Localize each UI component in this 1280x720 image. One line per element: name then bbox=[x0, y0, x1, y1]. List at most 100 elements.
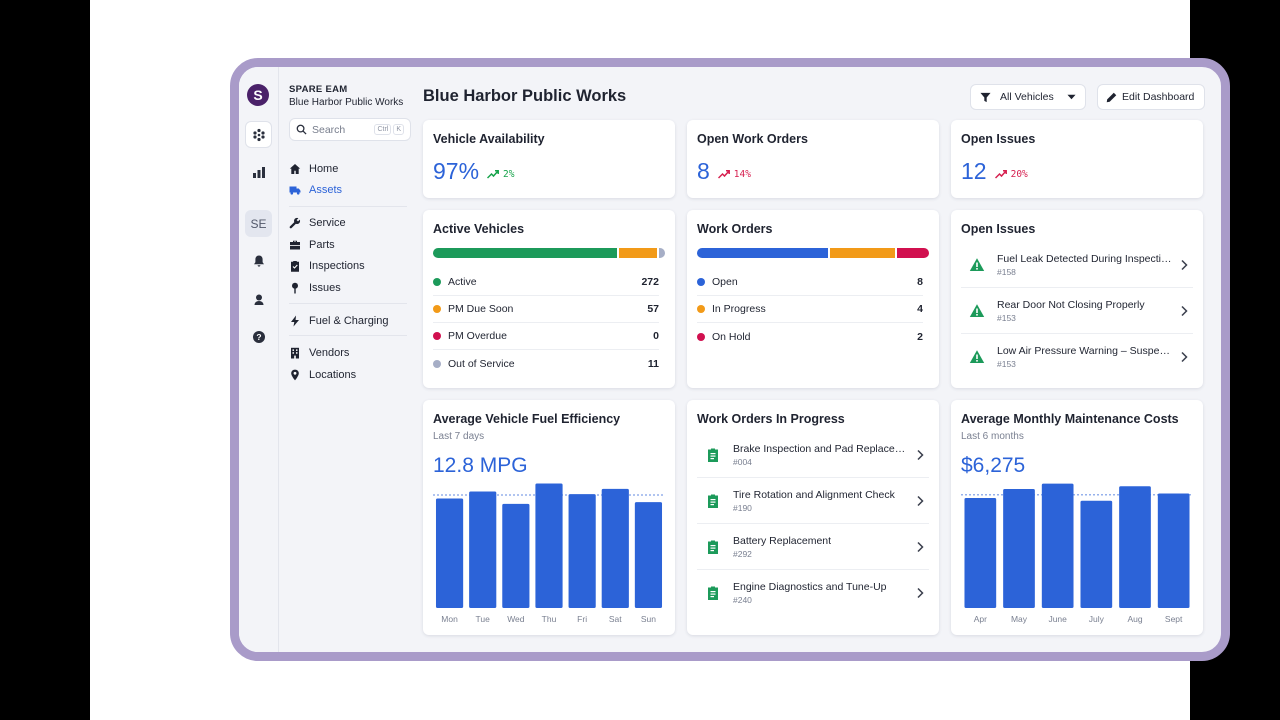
wo-in-progress-card: Work Orders In Progress Brake Inspection… bbox=[687, 400, 939, 635]
icon-rail: S SE ? bbox=[239, 67, 279, 652]
kpi-card-vehicle-availability[interactable]: Vehicle Availability 97% 2% bbox=[423, 120, 675, 198]
x-tick-label: Mon bbox=[441, 614, 458, 624]
sidebar-item-issues[interactable]: Issues bbox=[289, 279, 417, 297]
bar-apr[interactable] bbox=[964, 498, 997, 608]
clipboard-icon bbox=[708, 540, 718, 554]
issue-list-item[interactable]: Fuel Leak Detected During Inspection #15… bbox=[961, 242, 1193, 288]
sidebar-item-vendors[interactable]: Vendors bbox=[289, 344, 417, 362]
legend-row[interactable]: PM Due Soon 57 bbox=[433, 296, 659, 323]
stack-segment-active bbox=[433, 248, 617, 258]
chevron-right-icon bbox=[1181, 305, 1188, 316]
filter-label: All Vehicles bbox=[1000, 91, 1054, 103]
org-header: SPARE EAM Blue Harbor Public Works bbox=[289, 84, 403, 108]
sidebar-item-label: Vendors bbox=[309, 347, 350, 359]
warning-icon bbox=[969, 257, 985, 271]
legend-row[interactable]: Open 8 bbox=[697, 269, 923, 296]
bar-july[interactable] bbox=[1080, 500, 1113, 608]
app-logo[interactable]: S bbox=[247, 84, 269, 106]
headset-icon bbox=[254, 294, 263, 305]
fuel-efficiency-value: 12.8 MPG bbox=[433, 454, 528, 477]
bar-aug[interactable] bbox=[1119, 486, 1151, 608]
work-order-list-item[interactable]: Tire Rotation and Alignment Check #190 bbox=[697, 478, 929, 524]
vehicle-filter-dropdown[interactable]: All Vehicles bbox=[970, 84, 1086, 110]
card-title: Open Issues bbox=[961, 132, 1036, 146]
issue-list-item[interactable]: Rear Door Not Closing Properly #153 bbox=[961, 288, 1193, 334]
chevron-right-icon bbox=[1181, 259, 1188, 270]
issue-id: #153 bbox=[997, 312, 1016, 323]
issue-title: Low Air Pressure Warning – Suspension bbox=[997, 345, 1172, 357]
maintenance-costs-bar-chart: Apr May June July Aug Sept bbox=[961, 483, 1193, 624]
bar-thu[interactable] bbox=[535, 483, 563, 608]
work-order-list-item[interactable]: Battery Replacement #292 bbox=[697, 524, 929, 570]
sidebar-item-service[interactable]: Service bbox=[289, 214, 417, 232]
legend-label: On Hold bbox=[712, 330, 751, 343]
nav-divider bbox=[289, 335, 407, 336]
x-tick-label: Aug bbox=[1127, 614, 1142, 624]
open-issues-card: Open Issues Fuel Leak Detected During In… bbox=[951, 210, 1203, 388]
toolbox-icon bbox=[290, 240, 300, 250]
sidebar-item-assets[interactable]: Assets bbox=[289, 181, 417, 199]
bar-sun[interactable] bbox=[634, 502, 663, 608]
page-background: S SE ? SPARE EAM Blue Harbor Public Work… bbox=[90, 0, 1230, 720]
kpi-card-open-issues[interactable]: Open Issues 12 20% bbox=[951, 120, 1203, 198]
rail-user-initials[interactable]: SE bbox=[245, 210, 272, 237]
issue-list-item[interactable]: Low Air Pressure Warning – Suspension #1… bbox=[961, 334, 1193, 380]
sidebar-item-home[interactable]: Home bbox=[289, 160, 417, 178]
work-order-list-item[interactable]: Brake Inspection and Pad Replacement #00… bbox=[697, 432, 929, 478]
legend-row[interactable]: Out of Service 11 bbox=[433, 350, 659, 377]
legend-dot bbox=[697, 278, 705, 286]
bar-sept[interactable] bbox=[1157, 493, 1190, 608]
kpi-value: 97% bbox=[433, 158, 480, 184]
clipboard-icon bbox=[708, 448, 718, 462]
legend-row[interactable]: PM Overdue 0 bbox=[433, 323, 659, 350]
sidebar-item-label: Fuel & Charging bbox=[309, 315, 389, 327]
trend-up-icon bbox=[487, 170, 499, 179]
legend-row[interactable]: Active 272 bbox=[433, 269, 659, 296]
bar-mon[interactable] bbox=[435, 498, 464, 608]
issue-text: Fuel Leak Detected During Inspection #15… bbox=[997, 253, 1172, 277]
legend-row[interactable]: On Hold 2 bbox=[697, 323, 923, 350]
bar-fri[interactable] bbox=[568, 494, 596, 608]
work-order-id: #292 bbox=[733, 548, 752, 559]
stack-segment-pm-due-soon bbox=[619, 248, 657, 258]
app-name: SPARE EAM bbox=[289, 84, 348, 95]
pencil-icon bbox=[1106, 92, 1117, 102]
sidebar-item-parts[interactable]: Parts bbox=[289, 236, 417, 254]
bar-sat[interactable] bbox=[601, 488, 629, 608]
bar-june[interactable] bbox=[1041, 483, 1074, 608]
stack-segment-in-progress bbox=[830, 248, 895, 258]
work-order-id: #240 bbox=[733, 595, 752, 605]
search-input[interactable]: Search Ctrl K bbox=[289, 118, 411, 141]
rail-help-button[interactable]: ? bbox=[245, 323, 272, 350]
wrench-icon bbox=[289, 217, 301, 229]
bar-may[interactable] bbox=[1003, 489, 1035, 608]
sidebar-item-fuel-charging[interactable]: Fuel & Charging bbox=[289, 312, 417, 330]
rail-notifications-button[interactable] bbox=[245, 247, 272, 274]
kpi-value-row: 8 14% bbox=[697, 158, 751, 185]
rail-apps-button[interactable] bbox=[245, 121, 272, 148]
rail-support-button[interactable] bbox=[245, 285, 272, 312]
warning-icon bbox=[969, 350, 985, 363]
bolt-icon bbox=[291, 315, 299, 327]
active-vehicles-stacked-bar bbox=[433, 248, 665, 258]
kpi-value-row: 12 20% bbox=[961, 158, 1028, 185]
sidebar-item-inspections[interactable]: Inspections bbox=[289, 257, 417, 275]
rail-reports-button[interactable] bbox=[245, 158, 272, 185]
legend-row[interactable]: In Progress 4 bbox=[697, 296, 923, 323]
legend-dot bbox=[433, 359, 441, 368]
sidebar-item-locations[interactable]: Locations bbox=[289, 366, 417, 384]
legend-count: 57 bbox=[647, 303, 659, 315]
issue-text: Low Air Pressure Warning – Suspension #1… bbox=[997, 345, 1172, 369]
bar-tue[interactable] bbox=[469, 491, 497, 608]
bar-wed[interactable] bbox=[502, 503, 530, 608]
search-icon bbox=[296, 124, 307, 135]
card-title: Average Monthly Maintenance Costs bbox=[961, 412, 1179, 426]
home-icon bbox=[289, 164, 301, 174]
legend-label: PM Overdue bbox=[448, 330, 507, 342]
x-tick-label: July bbox=[1089, 614, 1105, 624]
card-subtitle: Last 7 days bbox=[433, 431, 485, 442]
kpi-card-open-work-orders[interactable]: Open Work Orders 8 14% bbox=[687, 120, 939, 198]
work-order-list-item[interactable]: Engine Diagnostics and Tune-Up #240 bbox=[697, 570, 929, 616]
stack-segment-open bbox=[697, 248, 828, 258]
edit-dashboard-button[interactable]: Edit Dashboard bbox=[1097, 84, 1205, 110]
